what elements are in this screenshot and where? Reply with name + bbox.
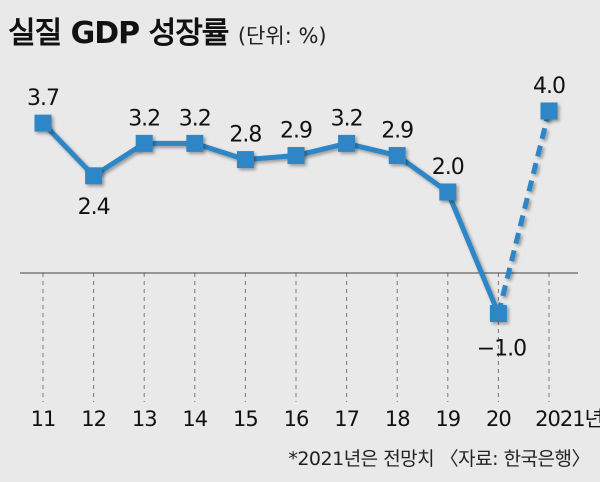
value-label: 3.2 bbox=[179, 106, 211, 131]
series-markers bbox=[34, 102, 558, 322]
x-tick-label: 16 bbox=[284, 407, 309, 431]
value-label: 2.0 bbox=[432, 155, 464, 180]
data-point bbox=[186, 134, 204, 152]
x-tick-label: 14 bbox=[182, 407, 207, 431]
x-tick-label: 19 bbox=[435, 407, 460, 431]
value-label: 2.8 bbox=[229, 123, 261, 148]
unit-label: (단위: %) bbox=[237, 24, 327, 48]
data-point bbox=[236, 151, 254, 169]
data-point bbox=[540, 102, 558, 120]
value-label: 2.4 bbox=[78, 195, 110, 220]
x-tick-label: 12 bbox=[81, 407, 106, 431]
value-label: 2.9 bbox=[280, 119, 312, 144]
data-point bbox=[338, 134, 356, 152]
x-tick-labels: 11 12 13 14 15 16 17 18 19 20 2021년 bbox=[31, 407, 600, 431]
title-text: 실질 GDP 성장률 bbox=[8, 16, 229, 51]
footnote: *2021년은 전망치 〈자료: 한국은행〉 bbox=[288, 448, 590, 470]
data-point bbox=[388, 147, 406, 165]
chart-title: 실질 GDP 성장률 (단위: %) bbox=[8, 8, 327, 52]
x-tick-label: 17 bbox=[334, 407, 359, 431]
data-point bbox=[439, 183, 457, 201]
series-lines bbox=[41, 110, 552, 315]
tick-guides bbox=[42, 273, 550, 402]
data-point bbox=[489, 305, 507, 322]
value-labels: 3.7 2.4 3.2 3.2 2.8 2.9 3.2 2.9 2.0 −1.0 4.0 bbox=[27, 74, 566, 362]
x-tick-label: 20 bbox=[486, 407, 511, 431]
x-tick-label: 2021년 bbox=[535, 407, 600, 431]
series-line bbox=[41, 121, 501, 315]
value-label: −1.0 bbox=[477, 337, 526, 362]
x-tick-label: 13 bbox=[132, 407, 157, 431]
x-tick-label: 11 bbox=[31, 407, 56, 431]
forecast-line bbox=[495, 110, 552, 315]
data-point bbox=[287, 147, 305, 165]
data-point bbox=[135, 134, 153, 152]
data-point bbox=[85, 167, 103, 185]
value-label: 2.9 bbox=[381, 119, 413, 144]
value-label: 3.7 bbox=[27, 86, 59, 111]
data-point bbox=[34, 114, 52, 132]
value-label: 3.2 bbox=[331, 106, 363, 131]
x-tick-label: 18 bbox=[385, 407, 410, 431]
x-tick-label: 15 bbox=[233, 407, 258, 431]
value-label: 4.0 bbox=[533, 74, 565, 99]
value-label: 3.2 bbox=[128, 106, 160, 131]
